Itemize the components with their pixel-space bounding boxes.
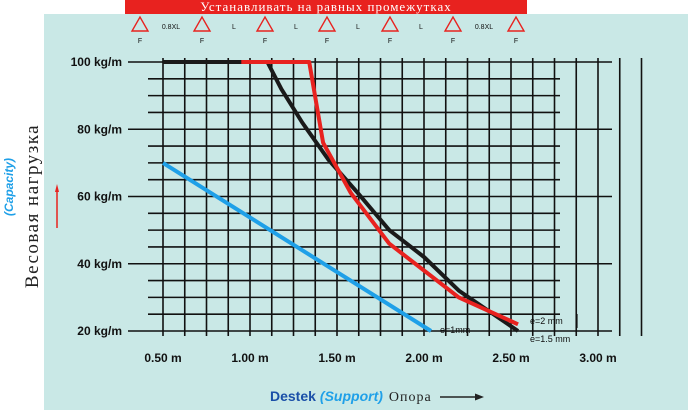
span-label: 0.8XL [475,24,493,31]
support-scheme: F 0.8XL F L F L F L F L F 0.8XL F [130,15,526,45]
span-label: L [356,24,360,31]
support-triangle-icon [506,15,526,32]
support-label: F [451,38,455,45]
x-tick-label: 2.50 m [492,351,529,365]
span-label: L [294,24,298,31]
x-axis-title-en2: (Support) [319,388,383,404]
support-triangle-icon [192,15,212,32]
x-axis-title-en: Destek [270,388,316,404]
series-line [161,161,433,333]
series-label: e=2 mm [530,316,563,326]
span-label: L [419,24,423,31]
up-arrow-icon [55,184,59,228]
span-label: 0.8XL [162,24,180,31]
span-label: L [232,24,236,31]
series-label: e=1.5 mm [530,334,570,344]
support-triangle-icon [130,15,150,32]
support-triangle-icon [255,15,275,32]
series-line [241,60,519,327]
right-arrow-icon [439,393,484,401]
support-label: F [388,38,392,45]
y-tick-labels: 20 kg/m 40 kg/m 60 kg/m 80 kg/m 100 kg/m [71,55,122,338]
x-axis-title: Destek (Support) Опора [270,388,484,406]
x-tick-label: 0.50 m [144,351,181,365]
series-labels: e=2 mm e=1.5 mm e=1mm [440,314,578,344]
y-tick-label: 100 kg/m [71,55,122,69]
chart-series [161,60,520,333]
x-tick-labels: 0.50 m 1.00 m 1.50 m 2.00 m 2.50 m 3.00 m [144,351,616,365]
x-tick-label: 1.00 m [231,351,268,365]
support-triangle-icon [317,15,337,32]
support-label: F [325,38,329,45]
support-label: F [138,38,142,45]
banner-title: Устанавливать на равных промежутках [125,0,527,14]
x-tick-label: 3.00 m [579,351,616,365]
y-tick-label: 60 kg/m [77,190,122,204]
support-label: F [263,38,267,45]
support-label: F [514,38,518,45]
y-tick-label: 20 kg/m [77,324,122,338]
series-label: e=1mm [440,325,470,335]
support-label: F [200,38,204,45]
chart-grid [128,58,643,336]
x-tick-label: 1.50 m [318,351,355,365]
x-tick-label: 2.00 m [405,351,442,365]
x-axis-title-ru: Опора [388,390,432,405]
y-tick-label: 80 kg/m [77,122,122,136]
support-triangle-icon [443,15,463,32]
support-triangle-icon [380,15,400,32]
y-tick-label: 40 kg/m [77,257,122,271]
